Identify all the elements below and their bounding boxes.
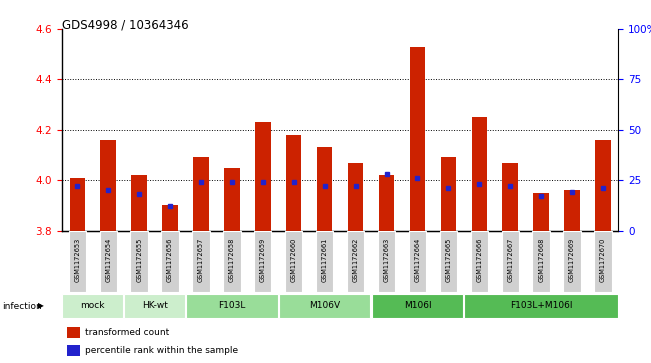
Bar: [533, 193, 549, 231]
Bar: [441, 158, 456, 231]
Text: percentile rank within the sample: percentile rank within the sample: [85, 346, 238, 355]
Text: GSM1172656: GSM1172656: [167, 238, 173, 282]
Bar: [192, 231, 210, 292]
Bar: [279, 294, 370, 318]
Text: HK-wt: HK-wt: [142, 301, 167, 310]
Text: GSM1172666: GSM1172666: [477, 238, 482, 282]
Text: GSM1172667: GSM1172667: [507, 238, 513, 282]
Bar: [161, 231, 179, 292]
Bar: [162, 205, 178, 231]
Text: GSM1172659: GSM1172659: [260, 238, 266, 282]
Bar: [70, 178, 85, 231]
Bar: [564, 190, 580, 231]
Text: GSM1172664: GSM1172664: [415, 238, 421, 282]
Bar: [255, 122, 271, 231]
Bar: [62, 294, 123, 318]
Bar: [379, 175, 395, 231]
Text: GSM1172669: GSM1172669: [569, 238, 575, 282]
Text: GSM1172670: GSM1172670: [600, 238, 606, 282]
Bar: [464, 294, 618, 318]
Text: M106V: M106V: [309, 301, 340, 310]
Text: GSM1172653: GSM1172653: [74, 238, 80, 282]
Text: M106I: M106I: [404, 301, 431, 310]
Bar: [503, 163, 518, 231]
Bar: [317, 147, 333, 231]
Text: F103L: F103L: [218, 301, 245, 310]
Bar: [595, 140, 611, 231]
Bar: [224, 168, 240, 231]
Bar: [100, 231, 117, 292]
Bar: [471, 231, 488, 292]
Bar: [563, 231, 581, 292]
Bar: [378, 231, 395, 292]
Text: F103L+M106I: F103L+M106I: [510, 301, 572, 310]
Bar: [501, 231, 519, 292]
Bar: [68, 327, 79, 338]
Text: GSM1172663: GSM1172663: [383, 238, 389, 282]
Bar: [223, 231, 241, 292]
Bar: [68, 345, 79, 356]
Bar: [471, 117, 487, 231]
Bar: [285, 231, 303, 292]
Bar: [254, 231, 271, 292]
Bar: [316, 231, 333, 292]
Bar: [124, 294, 185, 318]
Text: mock: mock: [81, 301, 105, 310]
Bar: [439, 231, 457, 292]
Text: GSM1172658: GSM1172658: [229, 238, 235, 282]
Text: GSM1172657: GSM1172657: [198, 238, 204, 282]
Bar: [286, 135, 301, 231]
Bar: [193, 158, 209, 231]
Bar: [409, 47, 425, 231]
Bar: [186, 294, 278, 318]
Bar: [132, 175, 147, 231]
Text: transformed count: transformed count: [85, 329, 169, 337]
Bar: [594, 231, 612, 292]
Bar: [130, 231, 148, 292]
Bar: [68, 231, 86, 292]
Bar: [100, 140, 116, 231]
Text: GDS4998 / 10364346: GDS4998 / 10364346: [62, 18, 189, 31]
Text: GSM1172661: GSM1172661: [322, 238, 327, 282]
Text: infection: infection: [2, 302, 42, 310]
Text: GSM1172660: GSM1172660: [291, 238, 297, 282]
Text: GSM1172665: GSM1172665: [445, 238, 451, 282]
Text: GSM1172662: GSM1172662: [353, 238, 359, 282]
Bar: [348, 163, 363, 231]
Text: GSM1172655: GSM1172655: [136, 238, 142, 282]
Text: ▶: ▶: [38, 302, 44, 310]
Text: GSM1172668: GSM1172668: [538, 238, 544, 282]
Bar: [533, 231, 550, 292]
Bar: [347, 231, 365, 292]
Text: GSM1172654: GSM1172654: [105, 238, 111, 282]
Bar: [372, 294, 464, 318]
Bar: [409, 231, 426, 292]
